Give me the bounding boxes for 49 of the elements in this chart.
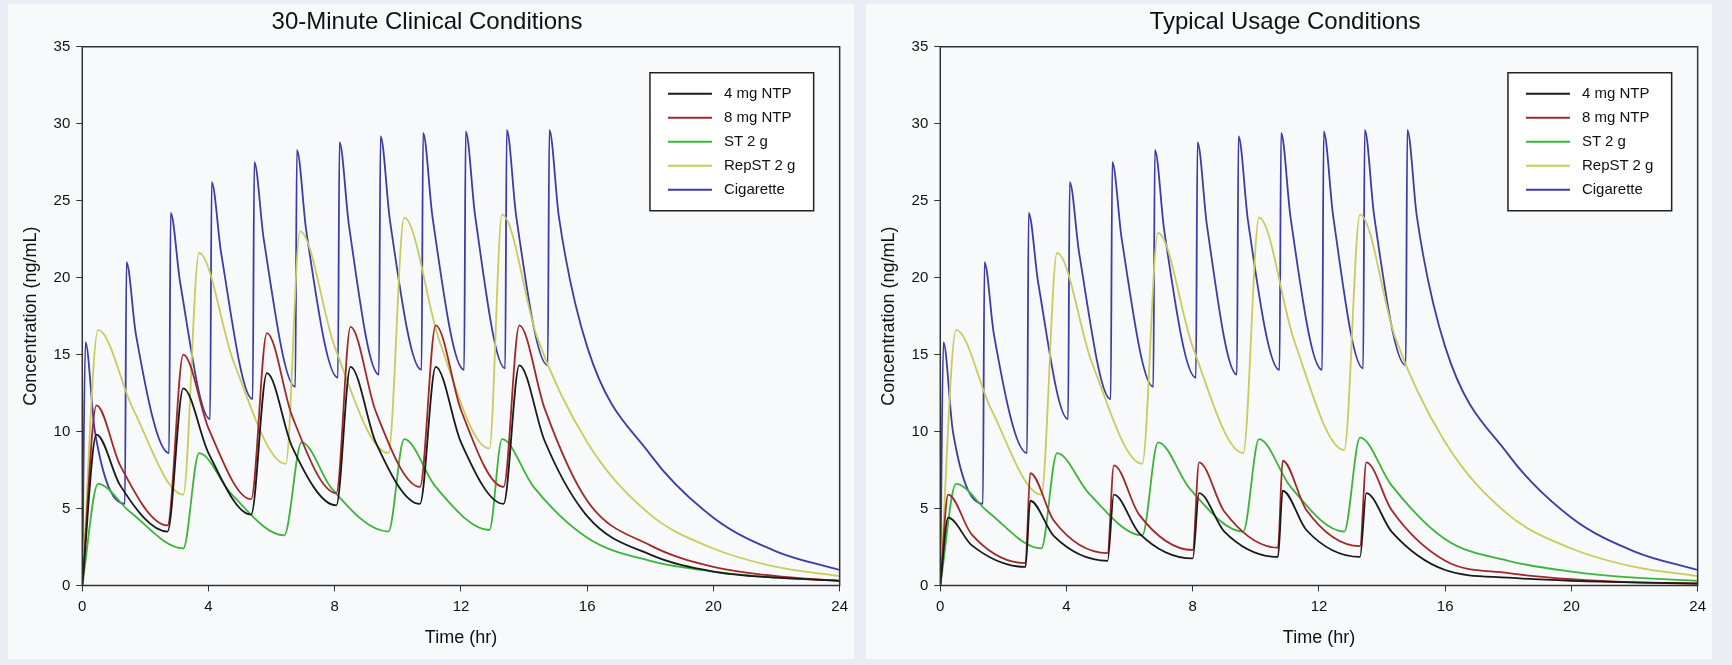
x-tick-label: 0	[936, 596, 945, 614]
legend-label: 8 mg NTP	[723, 107, 792, 125]
legend-label: 4 mg NTP	[723, 83, 792, 101]
legend-label: RepST 2 g	[1581, 155, 1654, 173]
x-tick-label: 4	[1062, 596, 1071, 614]
x-tick-label: 4	[204, 596, 213, 614]
legend-label: ST 2 g	[1581, 131, 1626, 149]
y-axis-title: Concentration (ng/mL)	[877, 226, 898, 406]
x-tick-label: 12	[1310, 596, 1328, 614]
chart-title: Typical Usage Conditions	[1149, 7, 1421, 35]
y-tick-label: 5	[919, 498, 929, 516]
x-tick-label: 0	[78, 596, 87, 614]
x-axis-title: Time (hr)	[1282, 627, 1356, 648]
y-tick-label: 30	[53, 113, 71, 131]
y-tick-label: 25	[911, 190, 929, 208]
y-tick-label: 0	[919, 575, 929, 593]
x-tick-label: 24	[831, 596, 848, 614]
legend-label: RepST 2 g	[723, 155, 796, 173]
y-tick-label: 25	[53, 190, 71, 208]
x-tick-label: 12	[452, 596, 470, 614]
x-tick-label: 20	[1563, 596, 1580, 614]
y-tick-label: 20	[53, 267, 71, 285]
line-series	[940, 436, 1698, 586]
x-tick-label: 24	[1689, 596, 1706, 614]
y-tick-label: 10	[911, 421, 929, 439]
x-tick-label: 8	[330, 596, 339, 614]
y-tick-label: 15	[911, 344, 929, 362]
legend-label: 8 mg NTP	[1581, 107, 1650, 125]
y-tick-label: 30	[911, 113, 929, 131]
x-tick-label: 20	[705, 596, 722, 614]
y-tick-label: 5	[61, 498, 71, 516]
y-tick-label: 0	[61, 575, 71, 593]
x-tick-label: 16	[578, 596, 596, 614]
legend-label: Cigarette	[723, 179, 785, 197]
x-axis-title: Time (hr)	[424, 627, 498, 648]
legend-label: 4 mg NTP	[1581, 83, 1650, 101]
y-axis-title: Concentration (ng/mL)	[19, 226, 40, 406]
legend-label: Cigarette	[1581, 179, 1643, 197]
y-tick-label: 10	[53, 421, 71, 439]
legend-label: ST 2 g	[723, 131, 768, 149]
x-tick-label: 16	[1436, 596, 1454, 614]
x-tick-label: 8	[1188, 596, 1197, 614]
chart-title: 30-Minute Clinical Conditions	[271, 7, 583, 35]
line-series	[940, 489, 1698, 586]
y-tick-label: 20	[911, 267, 929, 285]
y-tick-label: 15	[53, 344, 71, 362]
y-tick-label: 35	[53, 36, 71, 54]
line-series	[940, 459, 1698, 586]
y-tick-label: 35	[911, 36, 929, 54]
